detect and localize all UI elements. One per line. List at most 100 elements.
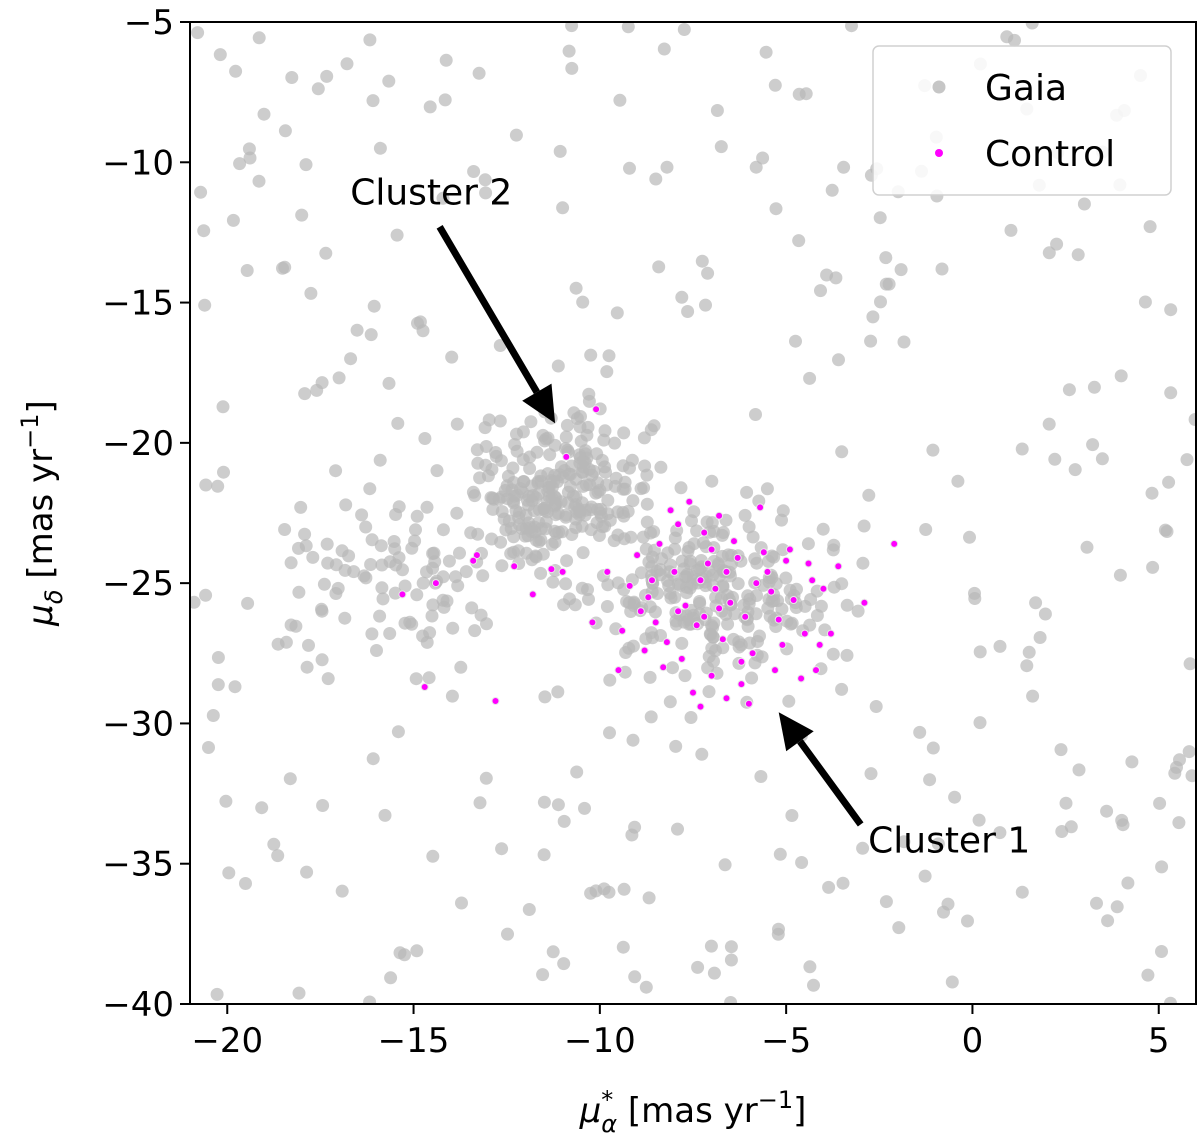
gaia-point [199,588,213,602]
gaia-point [1185,769,1196,783]
gaia-point [710,104,724,117]
gaia-point [315,653,329,667]
control-point [771,666,779,675]
gaia-point [785,616,799,630]
gaia-point [1015,885,1029,899]
gaia-point [534,566,548,580]
gaia-point [1080,540,1094,554]
gaia-point [669,614,683,628]
control-point [730,537,738,546]
gaia-point [445,350,459,364]
gaia-point [680,609,694,623]
gaia-point [678,669,692,683]
gaia-point [1077,197,1091,211]
gaia-point [1087,380,1101,394]
gaia-point [495,842,509,856]
control-point [662,638,671,647]
gaia-point [951,474,965,488]
gaia-point [252,174,266,188]
gaia-point [918,869,932,883]
gaia-point [565,22,579,33]
gaia-point [409,523,422,537]
y-tick-label: −10 [102,143,174,183]
gaia-point [551,359,565,373]
gaia-point [370,644,383,657]
gaia-point [666,661,679,675]
gaia-point [271,849,285,863]
gaia-point [363,33,377,47]
gaia-point [701,661,715,675]
control-point [677,654,686,663]
control-point [510,562,519,571]
control-point [737,657,746,666]
gaia-point [576,546,590,560]
control-point [648,576,656,585]
gaia-point [410,944,424,958]
gaia-point [556,201,570,215]
gaia-point [617,426,631,440]
control-point [759,548,768,557]
gaia-point [1164,303,1178,317]
gaia-point [1114,369,1128,383]
gaia-point [509,128,523,142]
annotation-label-1: Cluster 2 [350,172,512,213]
gaia-point [654,568,668,582]
control-point [774,615,783,624]
gaia-point [295,208,309,222]
annotation-arrow-head [778,712,814,752]
gaia-point [879,251,893,265]
gaia-point [569,490,583,504]
gaia-point [1022,645,1036,659]
gaia-point [623,161,636,175]
gaia-point [321,556,335,570]
control-point [778,640,787,649]
gaia-point [292,541,305,555]
gaia-point [549,508,563,522]
gaia-point [355,508,369,522]
gaia-point [1064,820,1078,834]
gaia-point [690,524,704,538]
gaia-point [564,467,577,481]
gaia-point [637,431,651,445]
gaia-point [677,23,691,36]
gaia-point [388,586,402,600]
control-point [685,497,694,506]
gaia-point [450,506,464,520]
gaia-point [551,685,565,699]
gaia-point [493,414,507,428]
gaia-point [473,796,487,810]
gaia-point [657,42,671,56]
gaia-point [1042,246,1056,260]
gaia-point [869,700,883,713]
control-point [707,671,716,680]
gaia-point [600,365,614,379]
gaia-point [408,534,422,548]
gaia-point [190,595,201,609]
gaia-point [304,286,318,300]
gaia-point [1141,968,1155,982]
gaia-point [684,711,698,724]
gaia-point [973,645,987,659]
gaia-point [963,530,976,544]
gaia-point [685,514,698,528]
gaia-point [1054,743,1068,757]
gaia-point [1168,766,1182,780]
gaia-point [543,448,557,462]
gaia-point [453,546,466,560]
gaia-point [782,694,796,708]
gaia-point [857,519,871,533]
legend-control-label: Control [985,134,1115,175]
gaia-point [639,980,653,994]
gaia-point [562,44,576,58]
control-point [562,452,571,461]
gaia-point [1182,745,1196,759]
gaia-point [702,685,716,699]
gaia-point [1172,816,1186,830]
control-point [681,601,690,610]
legend-gaia-label: Gaia [985,68,1067,109]
gaia-point [525,553,539,567]
gaia-point [436,570,450,584]
x-tick-label: −10 [564,1021,636,1061]
gaia-point [1020,659,1034,673]
gaia-point [622,596,636,610]
